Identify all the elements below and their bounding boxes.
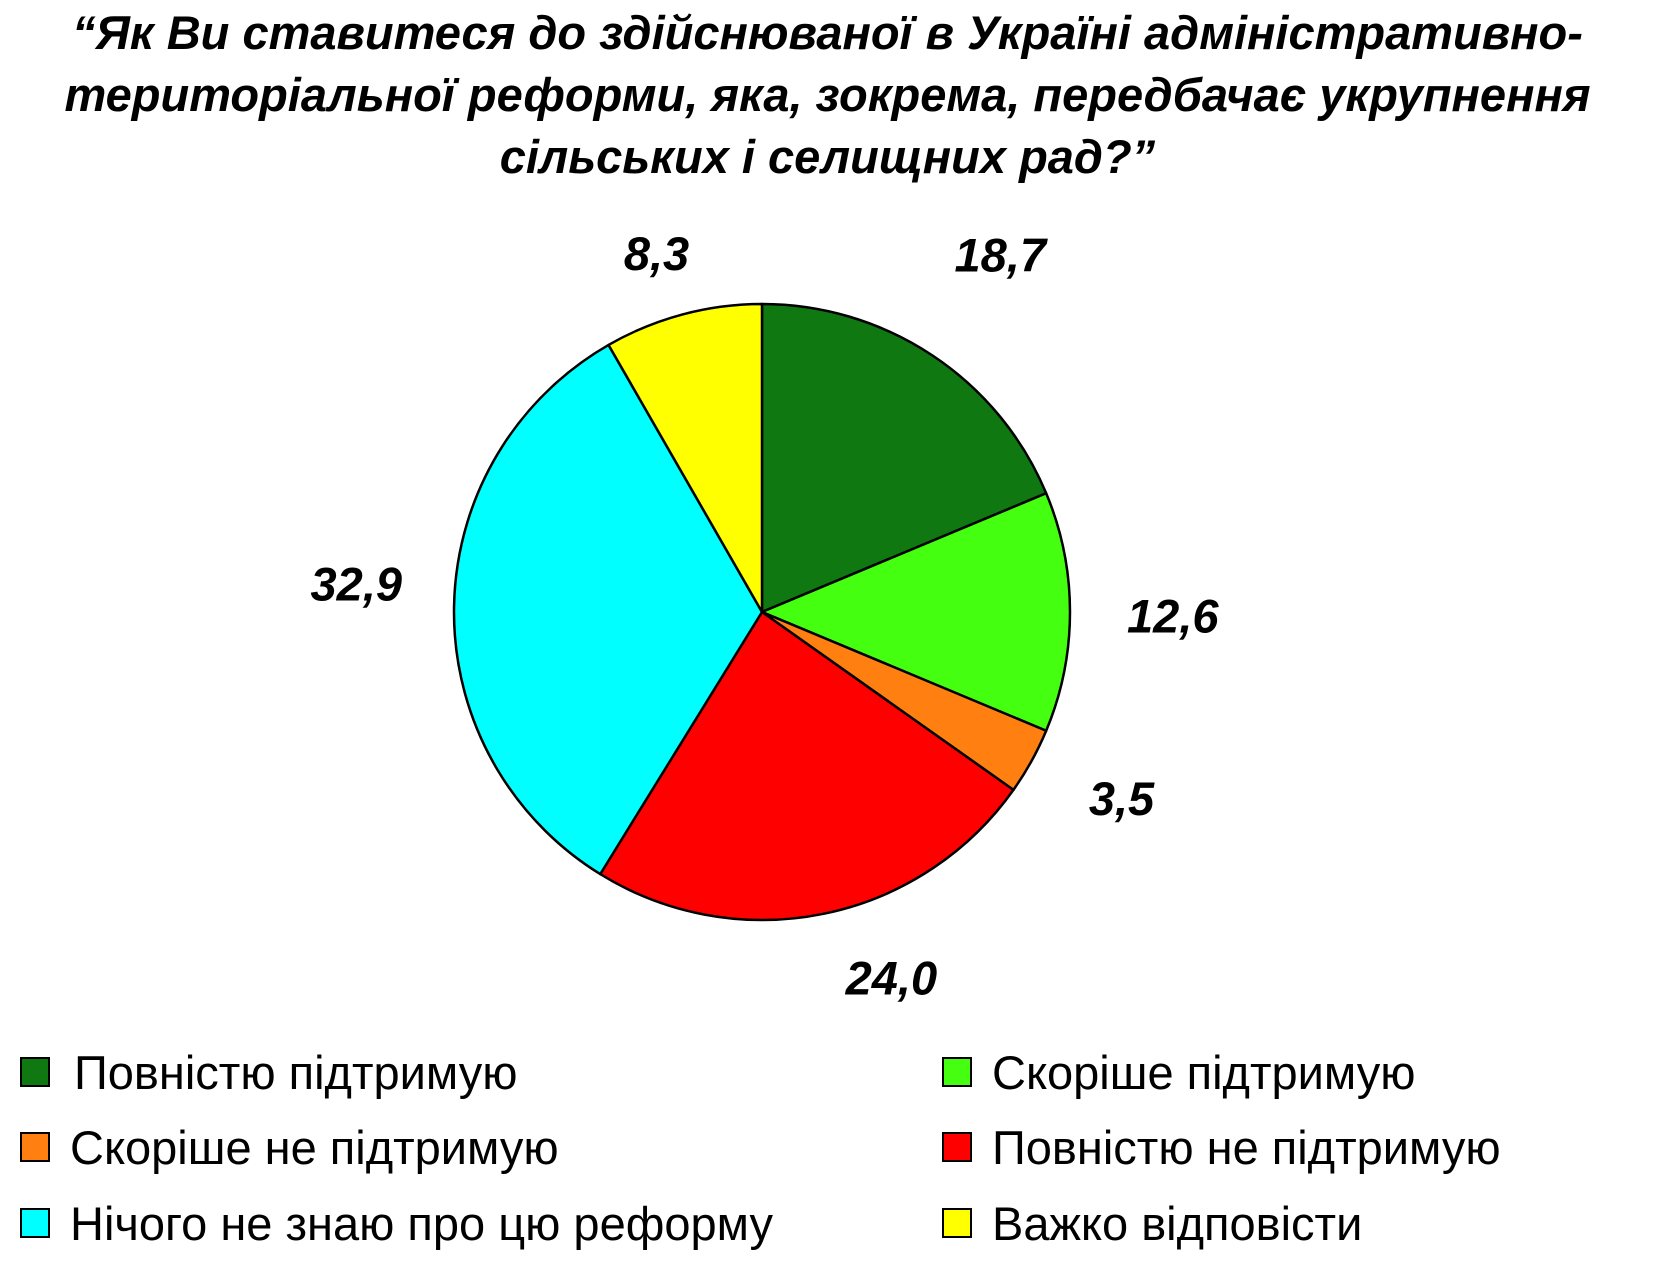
- legend-item: Повністю підтримую: [20, 1042, 517, 1102]
- slice-value-label: 12,6: [1127, 589, 1219, 642]
- legend-label: Важко відповісти: [992, 1196, 1363, 1250]
- chart-title: “Як Ви ставитеся до здійснюваної в Украї…: [0, 2, 1655, 188]
- legend-swatch: [20, 1132, 50, 1162]
- legend-label: Скоріше не підтримую: [70, 1120, 559, 1174]
- legend-swatch: [942, 1132, 972, 1162]
- legend-item: Повністю не підтримую: [942, 1117, 1501, 1177]
- pie-slice: [452, 343, 764, 876]
- slice-value-label: 24,0: [845, 952, 937, 1005]
- slice-value-label: 3,5: [1089, 772, 1155, 825]
- slice-value-label: 18,7: [955, 229, 1048, 282]
- pie-value-labels: 18,7 12,6 3,5 24,0 32,9 8,3: [311, 227, 1220, 1004]
- legend-swatch: [20, 1057, 50, 1087]
- pie-slice: [599, 610, 1015, 922]
- legend-item: Нічого не знаю про цю реформу: [20, 1193, 773, 1253]
- legend-item: Важко відповісти: [942, 1193, 1362, 1253]
- pie-slices: [452, 302, 1072, 922]
- legend-label: Нічого не знаю про цю реформу: [70, 1196, 774, 1250]
- pie-slice: [760, 491, 1072, 733]
- legend-item: Скоріше підтримую: [942, 1042, 1415, 1102]
- legend-label: Скоріше підтримую: [992, 1045, 1416, 1099]
- legend-item: Скоріше не підтримую: [20, 1117, 559, 1177]
- legend-swatch: [942, 1057, 972, 1087]
- legend-swatch: [20, 1208, 50, 1238]
- chart-title-line: сільських і селищних рад?”: [499, 130, 1156, 183]
- pie-slice: [607, 302, 764, 614]
- slice-value-label: 32,9: [311, 558, 402, 611]
- legend-label: Повністю підтримую: [74, 1045, 518, 1099]
- chart-title-line: “Як Ви ставитеся до здійснюваної в Украї…: [72, 6, 1583, 59]
- slice-value-label: 8,3: [624, 227, 689, 280]
- legend-swatch: [942, 1208, 972, 1238]
- legend-label: Повністю не підтримую: [992, 1120, 1501, 1174]
- chart-title-line: територіальної реформи, яка, зокрема, пе…: [64, 68, 1591, 121]
- pie-slice: [760, 302, 1048, 614]
